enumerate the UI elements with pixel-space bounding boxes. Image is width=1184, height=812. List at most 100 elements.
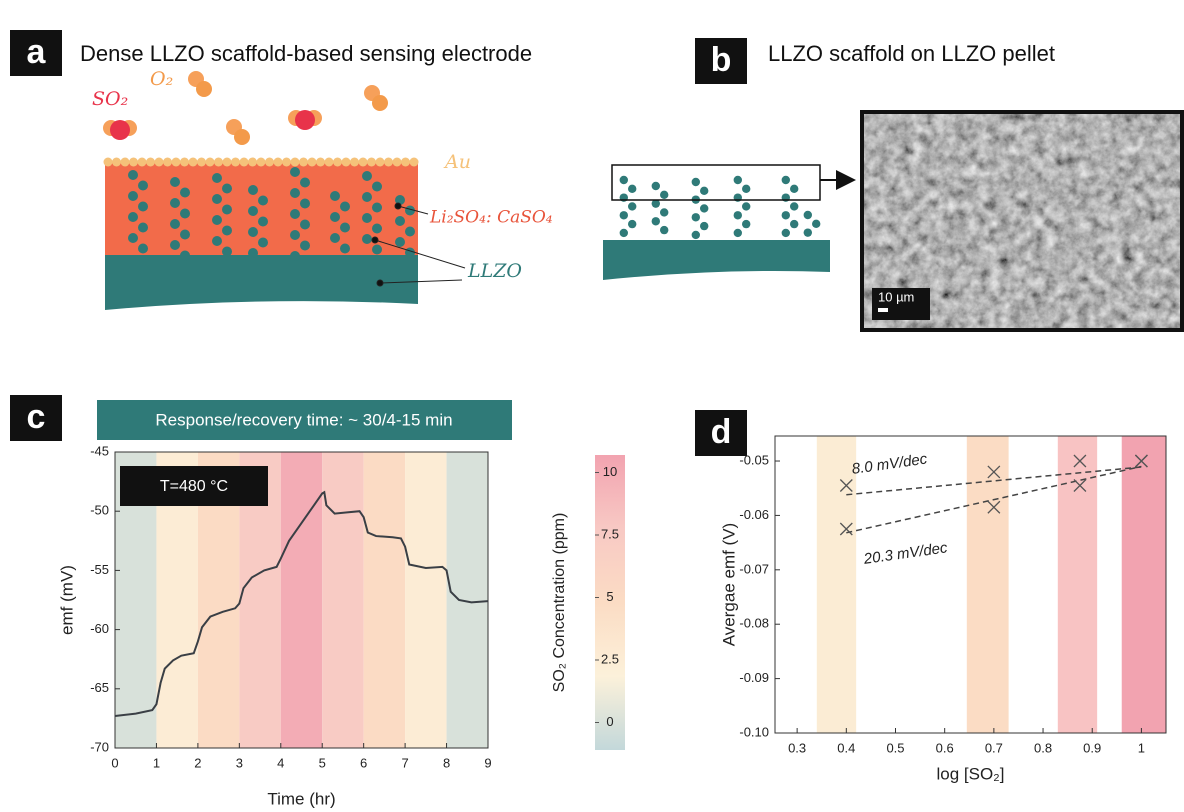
llzo-grain	[700, 187, 708, 195]
concentration-band	[322, 452, 363, 748]
llzo-grain	[290, 230, 300, 240]
au-particle	[112, 158, 121, 167]
llzo-grain	[700, 222, 708, 230]
llzo-grain	[395, 237, 405, 247]
au-particle	[393, 158, 402, 167]
llzo-grain	[128, 170, 138, 180]
llzo-grain	[660, 191, 668, 199]
x-tick-label: 0.7	[985, 740, 1003, 755]
au-particle	[223, 158, 232, 167]
layer-label: LLZO	[467, 260, 522, 282]
llzo-grain	[628, 220, 636, 228]
s-atom	[295, 110, 315, 130]
llzo-base	[603, 240, 830, 280]
llzo-grain	[222, 226, 232, 236]
x-axis-label: log [SO₂]	[936, 764, 1004, 783]
y-tick-label: -0.08	[739, 616, 769, 631]
llzo-grain	[212, 173, 222, 183]
llzo-grain	[248, 185, 258, 195]
llzo-grain	[138, 244, 148, 254]
llzo-grain	[248, 206, 258, 216]
au-particle	[257, 158, 266, 167]
y-tick-label: -70	[90, 739, 109, 754]
species-label: O₂	[150, 68, 173, 90]
scale-bar	[878, 308, 888, 312]
concentration-band	[281, 452, 322, 748]
llzo-grain	[300, 220, 310, 230]
llzo-grain	[652, 217, 660, 225]
concentration-band	[1122, 436, 1166, 733]
llzo-grain	[170, 198, 180, 208]
au-particle	[197, 158, 206, 167]
concentration-band	[1058, 436, 1097, 733]
x-tick-label: 0.3	[788, 740, 806, 755]
decoration	[620, 176, 821, 239]
llzo-grain	[652, 182, 660, 190]
llzo-grain	[290, 167, 300, 177]
au-particle	[240, 158, 249, 167]
llzo-grain	[804, 228, 812, 236]
concentration-band	[817, 436, 856, 733]
llzo-base	[105, 255, 418, 310]
au-particle	[138, 158, 147, 167]
o-atom	[196, 81, 212, 97]
y-tick-label: -65	[90, 680, 109, 695]
llzo-grain	[258, 217, 268, 227]
au-particle	[410, 158, 419, 167]
panel-label: d	[711, 413, 732, 451]
llzo-grain	[222, 184, 232, 194]
llzo-grain	[128, 191, 138, 201]
llzo-grain	[790, 202, 798, 210]
au-particle	[367, 158, 376, 167]
llzo-grain	[330, 191, 340, 201]
llzo-grain	[362, 171, 372, 181]
concentration-band	[364, 452, 405, 748]
llzo-grain	[620, 211, 628, 219]
layer-label: Li₂SO₄: CaSO₄	[429, 208, 553, 228]
au-particle	[206, 158, 215, 167]
au-particle	[291, 158, 300, 167]
x-tick-label: 9	[484, 755, 491, 770]
llzo-grain	[742, 185, 750, 193]
y-tick-label: -0.06	[739, 507, 769, 522]
colorbar-tick-label: 7.5	[601, 526, 619, 541]
y-tick-label: -50	[90, 503, 109, 518]
llzo-grain	[248, 248, 258, 258]
au-particle	[146, 158, 155, 167]
llzo-grain	[660, 208, 668, 216]
y-tick-label: -0.10	[739, 724, 769, 739]
fit-label: 20.3 mV/dec	[862, 539, 949, 568]
au-particle	[274, 158, 283, 167]
llzo-grain	[170, 177, 180, 187]
concentration-band	[447, 452, 488, 748]
llzo-grain	[782, 176, 790, 184]
x-tick-label: 8	[443, 755, 450, 770]
x-tick-label: 7	[401, 755, 408, 770]
llzo-grain	[138, 181, 148, 191]
au-particle	[214, 158, 223, 167]
au-particle	[104, 158, 113, 167]
au-particle	[155, 158, 164, 167]
llzo-grain	[222, 205, 232, 215]
au-particle	[189, 158, 198, 167]
au-particle	[333, 158, 342, 167]
x-axis-label: Time (hr)	[267, 789, 335, 808]
llzo-grain	[290, 209, 300, 219]
au-particle	[384, 158, 393, 167]
y-tick-label: -0.07	[739, 561, 769, 576]
figure: a Dense LLZO scaffold-based sensing elec…	[0, 0, 1184, 812]
x-tick-label: 0	[111, 755, 118, 770]
x-tick-label: 0.4	[837, 740, 855, 755]
llzo-grain	[222, 247, 232, 257]
x-tick-label: 4	[277, 755, 284, 770]
llzo-grain	[362, 213, 372, 223]
llzo-grain	[782, 211, 790, 219]
au-particle	[282, 158, 291, 167]
llzo-grain	[790, 185, 798, 193]
llzo-grain	[372, 182, 382, 192]
scale-bar-label: 10 µm	[878, 289, 914, 304]
o-atom	[372, 95, 388, 111]
s-atom	[110, 120, 130, 140]
concentration-band	[405, 452, 446, 748]
llzo-grain	[128, 212, 138, 222]
